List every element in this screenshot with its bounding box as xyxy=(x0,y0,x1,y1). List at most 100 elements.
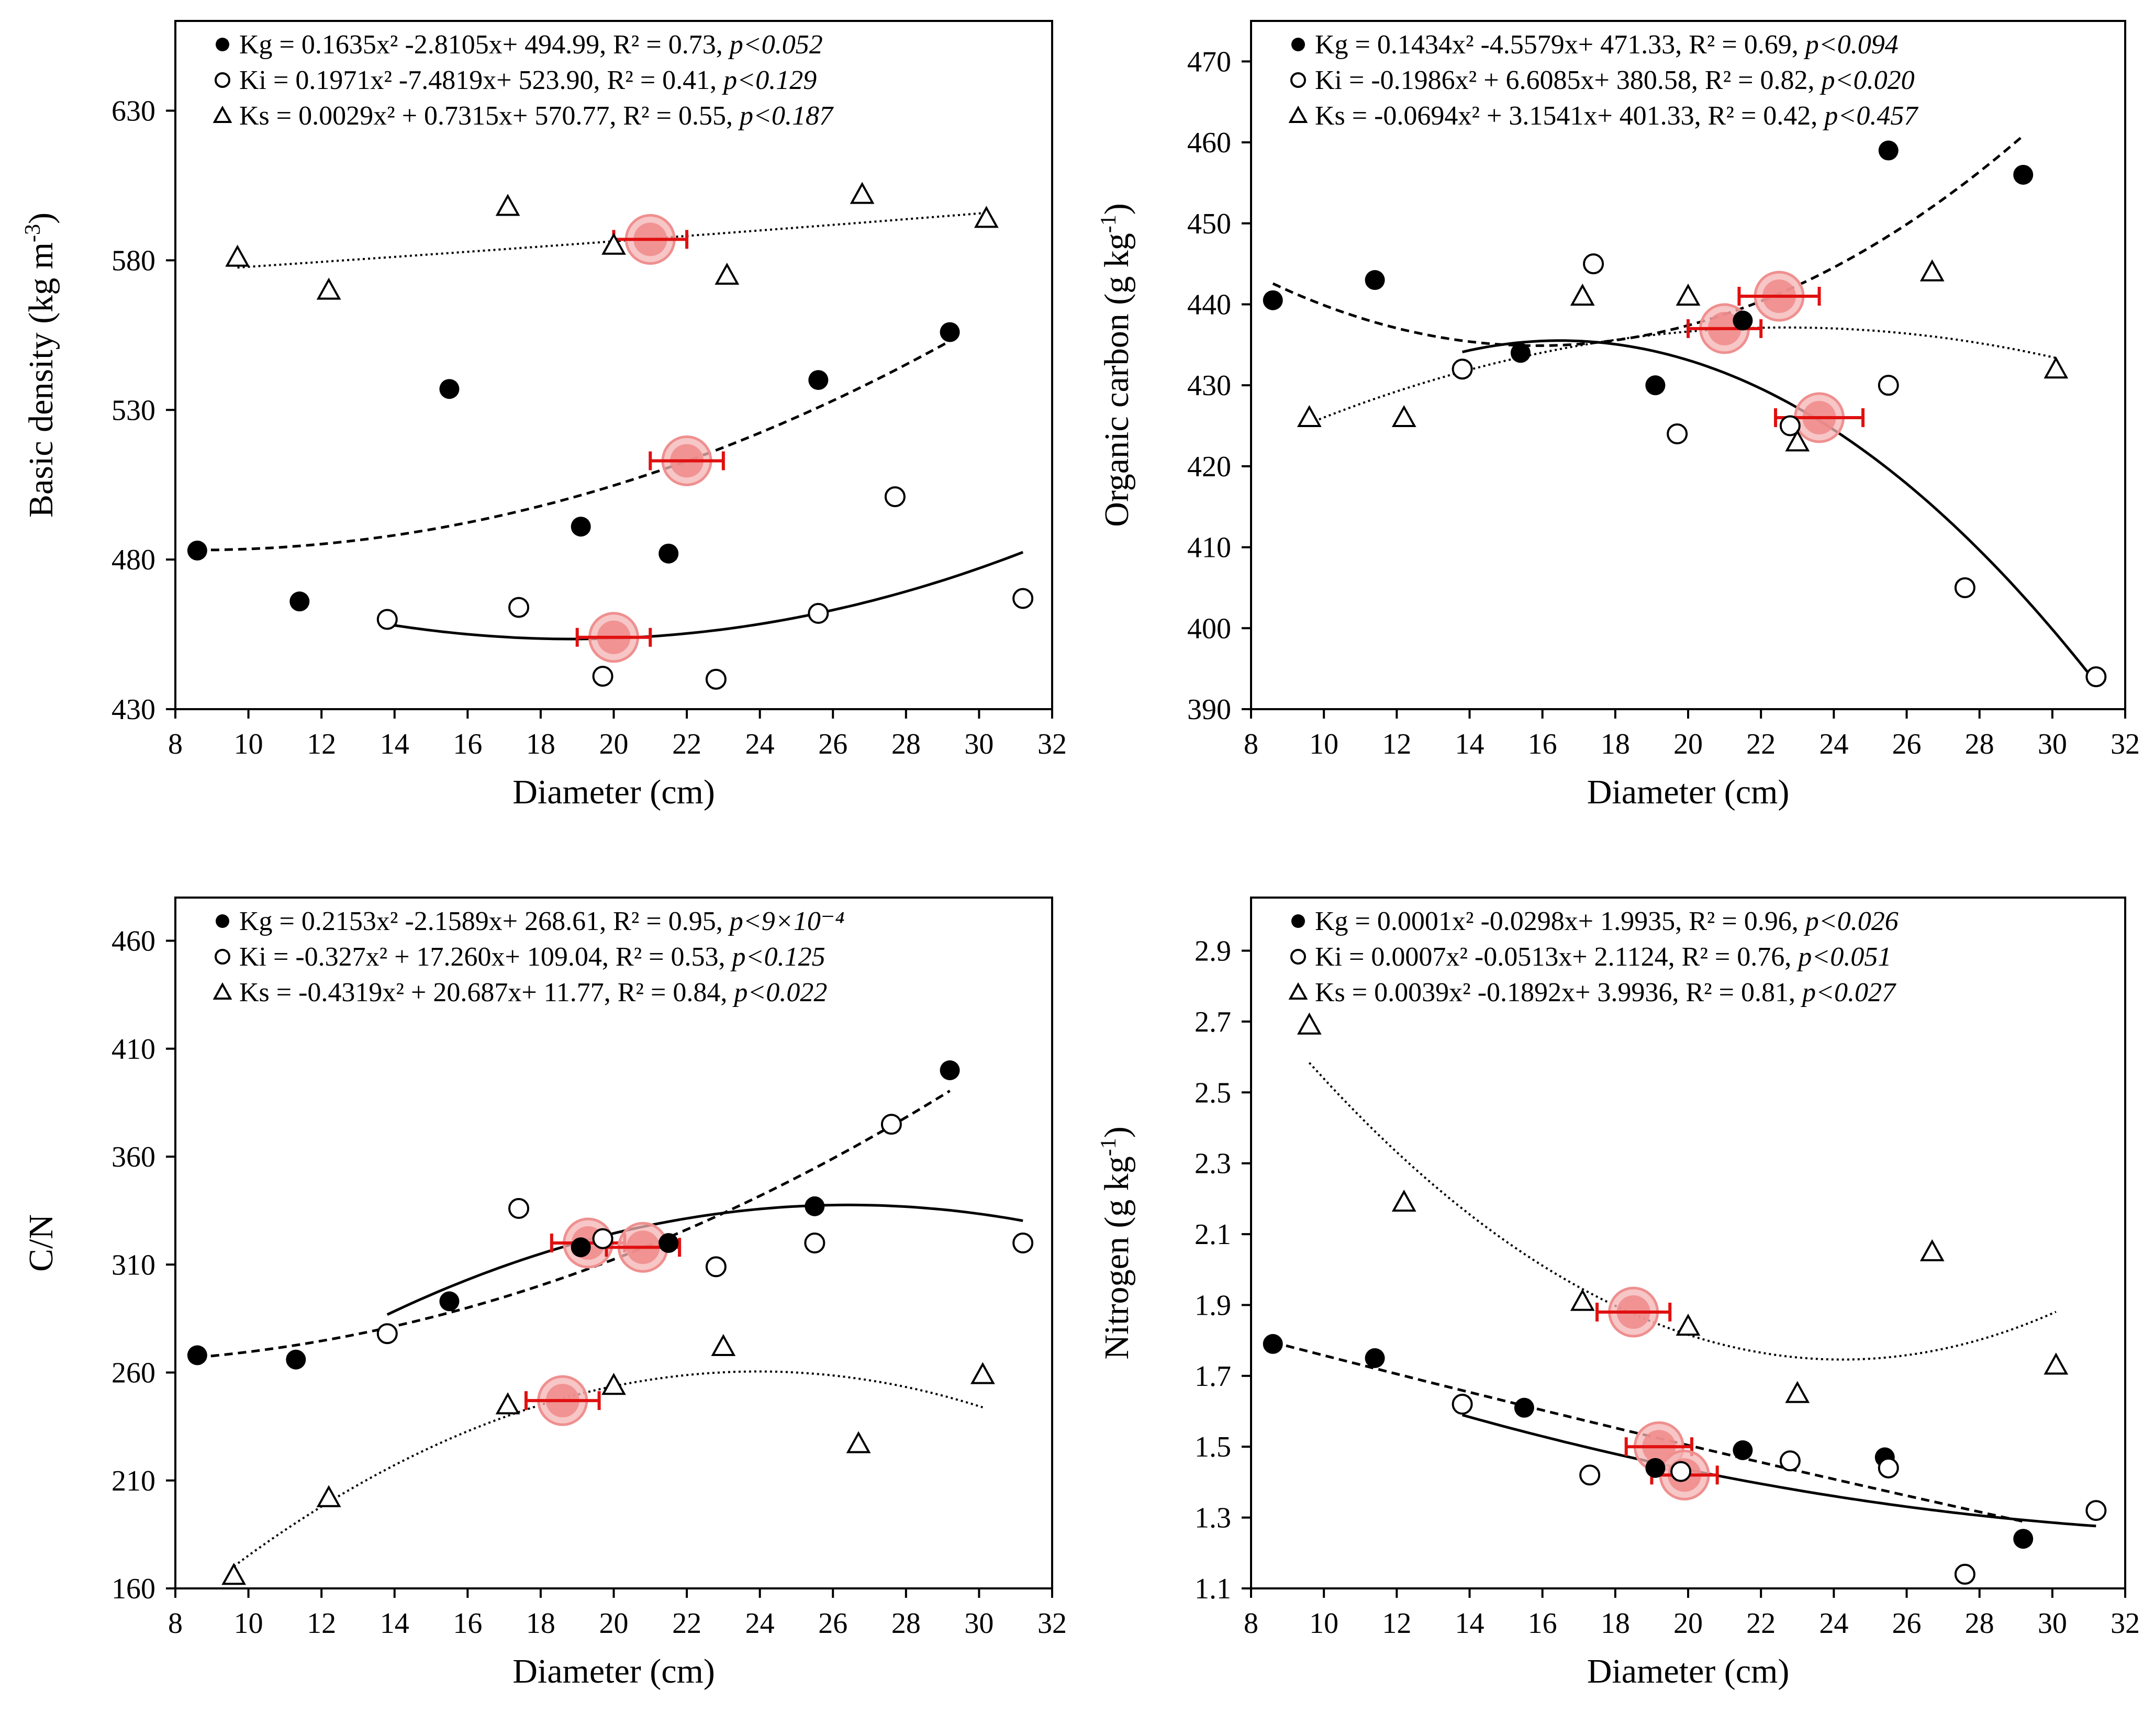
x-tick-label: 26 xyxy=(818,728,847,760)
data-point-ki xyxy=(508,597,530,618)
x-tick-label: 30 xyxy=(964,1607,994,1640)
data-point-ks xyxy=(1676,283,1701,306)
fit-line-ks xyxy=(233,1370,983,1567)
y-tick-label: 2.9 xyxy=(1195,935,1231,968)
data-point-ki xyxy=(1012,1233,1034,1253)
x-tick-label: 30 xyxy=(2038,728,2067,760)
data-point-ks xyxy=(846,1431,871,1453)
data-point-ki xyxy=(884,486,906,508)
legend-entry-ki: Ki = -0.327x² + 17.260x+ 109.04, R² = 0.… xyxy=(239,942,825,972)
data-point-ks xyxy=(221,1563,247,1585)
x-tick-label: 8 xyxy=(168,728,183,760)
data-point-ki xyxy=(1779,1450,1801,1472)
x-tick-label: 32 xyxy=(1037,1607,1067,1640)
data-point-kg xyxy=(1645,375,1666,396)
data-point-ks xyxy=(2044,356,2069,379)
x-tick-label: 32 xyxy=(1037,728,1067,760)
x-tick-label: 32 xyxy=(2111,1607,2140,1640)
data-point-kg xyxy=(1263,290,1283,310)
data-point-kg xyxy=(187,1345,207,1365)
x-tick-label: 20 xyxy=(599,1607,629,1640)
y-tick-label: 2.7 xyxy=(1195,1006,1231,1038)
data-point-kg xyxy=(1733,1440,1753,1460)
fit-line-kg xyxy=(197,340,951,552)
fit-line-ki xyxy=(1462,339,2097,684)
data-point-ki xyxy=(1667,423,1688,444)
data-point-kg xyxy=(1645,1458,1666,1478)
legend-entry-ki: Ki = 0.1971x² -7.4819x+ 523.90, R² = 0.4… xyxy=(239,65,817,95)
x-tick-label: 18 xyxy=(1601,1607,1630,1640)
data-point-ki xyxy=(376,1323,398,1345)
y-tick-label: 2.1 xyxy=(1195,1218,1231,1251)
legend-entry-kg: Kg = 0.1635x² -2.8105x+ 494.99, R² = 0.7… xyxy=(239,30,823,60)
chart-c-n-ratio: 8 10 12 14 16 18 20 22 24 26 28 30 32 160 210 260 310 360… xyxy=(22,897,1067,1690)
data-point-kg xyxy=(2013,164,2034,185)
x-tick-label: 18 xyxy=(1601,728,1630,760)
data-point-kg xyxy=(1878,140,1899,161)
y-axis-title: Organic carbon (g kg-1) xyxy=(1097,203,1136,527)
x-tick-label: 22 xyxy=(1746,728,1776,760)
y-tick-label: 460 xyxy=(1187,127,1231,159)
legend: Kg = 0.1635x² -2.8105x+ 494.99, R² = 0.7… xyxy=(213,30,834,131)
x-tick-label: 24 xyxy=(745,728,775,760)
x-axis-title: Diameter (cm) xyxy=(512,1652,715,1690)
data-point-ks xyxy=(1297,1012,1322,1035)
x-tick-label: 20 xyxy=(1673,728,1703,760)
data-point-kg xyxy=(571,1237,591,1258)
data-point-ks xyxy=(601,1373,626,1395)
legend: Kg = 0.0001x² -0.0298x+ 1.9935, R² = 0.9… xyxy=(1288,906,1899,1007)
legend-entry-kg: Kg = 0.0001x² -0.0298x+ 1.9935, R² = 0.9… xyxy=(1315,906,1899,936)
y-tick-label: 470 xyxy=(1187,46,1231,78)
y-tick-label: 430 xyxy=(111,693,155,726)
data-point-kg xyxy=(286,1349,306,1370)
chart-organic-carbon: 8 10 12 14 16 18 20 22 24 26 28 30 32 390 400 410 420 430… xyxy=(1097,20,2140,811)
x-tick-label: 8 xyxy=(168,1607,183,1640)
x-tick-label: 10 xyxy=(1309,1607,1338,1640)
data-point-kg xyxy=(1365,1348,1385,1368)
data-point-ki xyxy=(1579,1464,1601,1486)
y-tick-label: 480 xyxy=(111,544,155,576)
legend-entry-ki: Ki = -0.1986x² + 6.6085x+ 380.58, R² = 0… xyxy=(1315,65,1915,95)
y-tick-label: 1.5 xyxy=(1195,1431,1231,1463)
x-tick-label: 28 xyxy=(891,728,921,760)
data-point-ki xyxy=(1452,359,1473,380)
data-point-kg xyxy=(1514,1397,1534,1418)
x-tick-label: 16 xyxy=(1528,1607,1557,1640)
data-point-ks xyxy=(974,206,999,228)
fit-line-kg xyxy=(1272,135,2024,348)
data-point-ki xyxy=(1670,1461,1692,1482)
chart-nitrogen: 8 10 12 14 16 18 20 22 24 26 28 30 32 1.1 1.3 1.5 1.7 1.9… xyxy=(1097,897,2140,1690)
legend-entry-kg: Kg = 0.1434x² -4.5579x+ 471.33, R² = 0.6… xyxy=(1315,30,1899,60)
y-tick-label: 260 xyxy=(111,1357,155,1390)
data-point-ki xyxy=(1779,415,1801,436)
data-point-ki xyxy=(1012,588,1034,609)
data-point-kg xyxy=(940,1060,960,1080)
data-point-kg xyxy=(1365,270,1385,290)
legend-marker xyxy=(215,72,230,88)
x-tick-label: 26 xyxy=(1892,728,1922,760)
x-tick-label: 32 xyxy=(2111,728,2140,760)
data-point-ki xyxy=(1878,1457,1899,1479)
data-point-kg xyxy=(439,379,460,399)
data-point-kg xyxy=(1733,310,1753,331)
legend-entry-ki: Ki = 0.0007x² -0.0513x+ 2.1124, R² = 0.7… xyxy=(1315,942,1891,972)
data-point-ks xyxy=(1919,1239,1945,1261)
y-tick-label: 2.3 xyxy=(1195,1148,1231,1180)
y-tick-label: 210 xyxy=(111,1465,155,1497)
data-point-kg xyxy=(289,591,310,612)
x-tick-label: 24 xyxy=(745,1607,775,1640)
data-point-ks xyxy=(601,232,626,255)
y-tick-label: 2.5 xyxy=(1195,1077,1231,1109)
data-point-ki xyxy=(705,668,727,690)
data-point-kg xyxy=(658,543,679,564)
x-tick-label: 8 xyxy=(1244,1607,1258,1640)
fit-line-ks xyxy=(1308,1062,2057,1361)
y-tick-label: 530 xyxy=(111,394,155,427)
x-tick-label: 8 xyxy=(1244,728,1258,760)
fit-line-ki xyxy=(386,1203,1023,1316)
data-point-ki xyxy=(1878,375,1899,396)
data-point-ks xyxy=(970,1362,995,1384)
legend-marker xyxy=(216,914,229,928)
x-axis-title: Diameter (cm) xyxy=(1587,1652,1790,1690)
